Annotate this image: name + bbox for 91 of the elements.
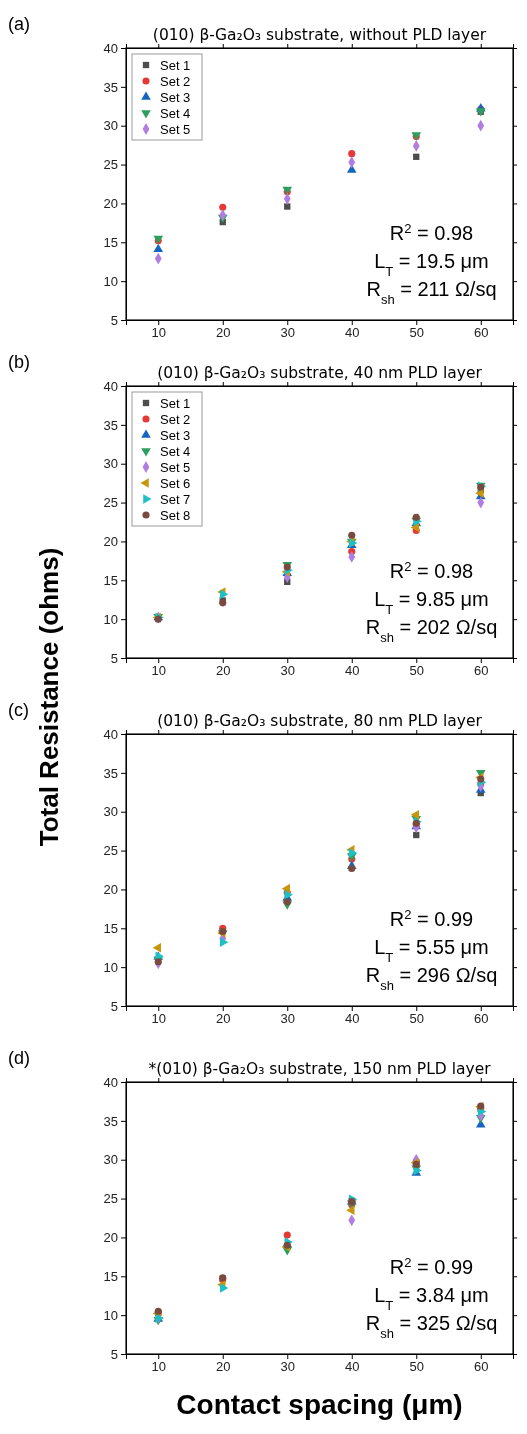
text: (d) [8, 1048, 30, 1068]
annotation: L$_{T}$ = 3.84 μm [374, 1284, 489, 1313]
legend-label: Set 2 [160, 73, 191, 89]
x-tick-label: 20 [216, 1011, 231, 1027]
annotation: R$_{sh}$ = 202 Ω/sq [365, 616, 498, 645]
x-tick-label: 60 [474, 1359, 489, 1375]
y-tick-label: 20 [103, 882, 118, 898]
annotation: R$_{sh}$ = 325 Ω/sq [365, 1312, 498, 1341]
y-tick-label: 15 [103, 234, 118, 250]
x-tick-label: 40 [345, 1011, 360, 1027]
y-tick-label: 5 [110, 650, 118, 666]
chart-title: *(010) β-Ga₂O₃ substrate, 150 nm PLD layer [148, 1060, 492, 1078]
annotation: R$^{2}$ = 0.99 [389, 1254, 474, 1278]
legend-label: Set 8 [160, 507, 191, 523]
legend-label: Set 7 [160, 491, 191, 507]
x-tick-label: 50 [409, 1011, 424, 1027]
annotation: R$_{sh}$ = 211 Ω/sq [366, 278, 497, 307]
x-tick-label: 10 [151, 1359, 166, 1375]
y-tick-label: 35 [103, 765, 118, 781]
annotation: R$_{sh}$ = 296 Ω/sq [365, 964, 498, 993]
y-tick-label: 10 [103, 611, 118, 627]
y-tick-label: 10 [103, 273, 118, 289]
x-tick-label: 30 [280, 1359, 295, 1375]
y-tick-label: 30 [103, 456, 118, 472]
chart-title: (010) β-Ga₂O₃ substrate, 80 nm PLD layer [157, 712, 483, 730]
y-tick-label: 35 [103, 79, 118, 95]
text: (c) [8, 700, 29, 720]
annotation: R$^{2}$ = 0.99 [389, 906, 474, 930]
y-tick-label: 40 [103, 1074, 118, 1090]
text: (a) [8, 14, 30, 34]
x-tick-label: 50 [409, 325, 424, 341]
y-axis-title: Total Resistance (ohms) [34, 547, 64, 847]
text: (b) [8, 352, 30, 372]
x-tick-label: 50 [409, 1359, 424, 1375]
x-tick-label: 20 [216, 1359, 231, 1375]
chart-title: (010) β-Ga₂O₃ substrate, without PLD layer [152, 26, 487, 44]
y-tick-label: 15 [103, 1268, 118, 1284]
y-tick-label: 5 [110, 312, 118, 328]
x-axis-title: Contact spacing (μm) [176, 1389, 463, 1420]
x-tick-label: 30 [280, 663, 295, 679]
y-tick-label: 25 [103, 1191, 118, 1207]
x-tick-label: 10 [151, 1011, 166, 1027]
x-tick-label: 60 [474, 663, 489, 679]
y-tick-label: 40 [103, 726, 118, 742]
legend-label: Set 6 [160, 475, 191, 491]
x-tick-label: 20 [216, 325, 231, 341]
annotation: L$_{T}$ = 19.5 μm [374, 250, 489, 279]
chart-title: (010) β-Ga₂O₃ substrate, 40 nm PLD layer [157, 364, 483, 382]
y-tick-label: 15 [103, 920, 118, 936]
x-tick-label: 30 [280, 325, 295, 341]
legend-label: Set 5 [160, 459, 191, 475]
legend-label: Set 3 [160, 89, 191, 105]
y-tick-label: 20 [103, 196, 118, 212]
y-tick-label: 35 [103, 417, 118, 433]
x-tick-label: 10 [151, 325, 166, 341]
legend-label: Set 5 [160, 121, 191, 137]
y-tick-label: 25 [103, 495, 118, 511]
annotation: R$^{2}$ = 0.98 [389, 220, 474, 244]
x-tick-label: 30 [280, 1011, 295, 1027]
x-tick-label: 60 [474, 1011, 489, 1027]
legend-label: Set 4 [160, 443, 191, 459]
y-tick-label: 20 [103, 534, 118, 550]
legend-label: Set 1 [160, 395, 191, 411]
y-tick-label: 30 [103, 1152, 118, 1168]
x-tick-label: 10 [151, 663, 166, 679]
x-tick-label: 60 [474, 325, 489, 341]
legend-label: Set 3 [160, 427, 191, 443]
y-tick-label: 40 [103, 378, 118, 394]
y-tick-label: 15 [103, 572, 118, 588]
x-tick-label: 20 [216, 663, 231, 679]
y-tick-label: 5 [110, 1346, 118, 1362]
y-tick-label: 10 [103, 959, 118, 975]
x-tick-label: 40 [345, 663, 360, 679]
y-tick-label: 35 [103, 1113, 118, 1129]
y-tick-label: 25 [103, 843, 118, 859]
y-tick-label: 5 [110, 998, 118, 1014]
annotation: R$^{2}$ = 0.98 [389, 558, 474, 582]
x-tick-label: 50 [409, 663, 424, 679]
y-tick-label: 30 [103, 118, 118, 134]
y-tick-label: 25 [103, 157, 118, 173]
y-tick-label: 10 [103, 1307, 118, 1323]
y-tick-label: 30 [103, 804, 118, 820]
legend-label: Set 1 [160, 57, 191, 73]
legend-label: Set 4 [160, 105, 191, 121]
y-tick-label: 40 [103, 40, 118, 56]
x-tick-label: 40 [345, 325, 360, 341]
y-tick-label: 20 [103, 1230, 118, 1246]
legend-label: Set 2 [160, 411, 191, 427]
annotation: L$_{T}$ = 9.85 μm [374, 588, 489, 617]
x-tick-label: 40 [345, 1359, 360, 1375]
annotation: L$_{T}$ = 5.55 μm [374, 936, 489, 965]
